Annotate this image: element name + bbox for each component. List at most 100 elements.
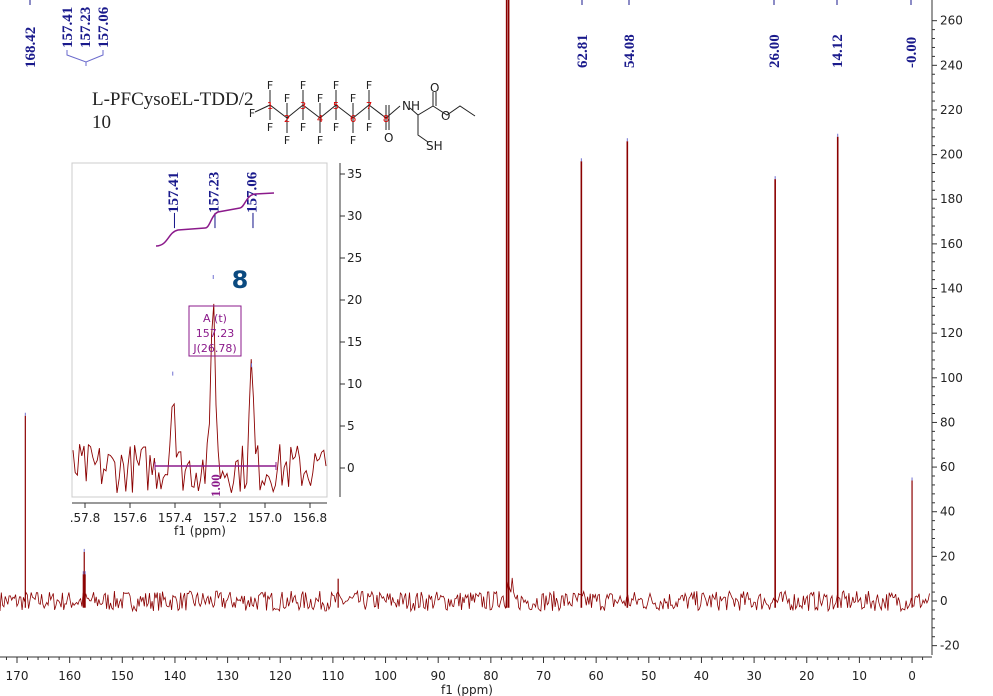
- x-tick-label: 120: [269, 669, 292, 683]
- x-tick-label: 150: [111, 669, 134, 683]
- x-tick-label: 60: [589, 669, 604, 683]
- atom-number: 8: [383, 114, 389, 125]
- molecule-bonds: [254, 92, 476, 143]
- atom-number: 7: [366, 101, 372, 112]
- fluorine-label: F: [300, 121, 306, 134]
- inset-peak-label: —157.06: [245, 171, 261, 229]
- y-tick-label: 100: [940, 371, 963, 385]
- y-tick-label: 160: [940, 237, 963, 251]
- y-tick-label: 200: [940, 148, 963, 162]
- peak-label: 14.12: [830, 34, 846, 68]
- y-tick-label: -20: [940, 639, 960, 653]
- peak-label: 168.42: [23, 27, 39, 68]
- x-tick-label: 40: [694, 669, 709, 683]
- x-tick-label: 100: [374, 669, 397, 683]
- y-tick-label: 140: [940, 282, 963, 296]
- x-tick-label: 30: [746, 669, 761, 683]
- atom-number: 1: [267, 101, 273, 112]
- inset-y-tick-label: 20: [347, 293, 362, 307]
- sample-subtitle: 10: [92, 112, 111, 133]
- x-tick-label: 110: [321, 669, 344, 683]
- axes: -200204060801001201401601802002202402601…: [0, 0, 963, 683]
- fluorine-label: F: [317, 134, 323, 147]
- inset-y-tick-label: 35: [347, 167, 362, 181]
- atom-number: 3: [300, 101, 306, 112]
- ester-o-label: O: [441, 109, 450, 123]
- atom-number: 4: [317, 114, 323, 125]
- x-tick-label: 70: [536, 669, 551, 683]
- sample-title: L-PFCysoEL-TDD/2: [92, 89, 254, 110]
- y-tick-label: 20: [940, 549, 955, 563]
- peak-labels: 168.42 157.41 157.23 157.06 62.81 54.08 26.00 1…: [23, 0, 920, 68]
- inset-x-tick-label: 156.8: [293, 511, 327, 525]
- integral-curve: [155, 192, 275, 247]
- atom-number: 5: [333, 101, 339, 112]
- x-tick-label: 0: [908, 669, 916, 683]
- fluorine-label: F: [317, 92, 323, 105]
- inset-frame: [71, 162, 328, 498]
- fluorine-label: F: [350, 134, 356, 147]
- multiplet-bracket: [66, 50, 104, 66]
- x-tick-label: 10: [852, 669, 867, 683]
- fluorine-label: F: [267, 79, 273, 92]
- inset-peak-label: —157.23: [206, 172, 222, 229]
- x-tick-label: 160: [58, 669, 81, 683]
- multiplet-coupling: J(26.78): [192, 342, 236, 355]
- peak-label: 157.23: [78, 7, 94, 48]
- peak-label: 26.00: [767, 34, 783, 68]
- inset-y-tick-label: 0: [347, 461, 355, 475]
- inset-zoom-plot: 0 5 10 15 20 25 30 35 .57.8 157.6 157.4 157.2 157.0 1…: [70, 162, 362, 538]
- inset-x-tick-label: 157.0: [248, 511, 282, 525]
- y-tick-label: 260: [940, 14, 963, 28]
- y-tick-label: 240: [940, 58, 963, 72]
- peak-label: 62.81: [575, 34, 591, 68]
- atom-number: 2: [284, 114, 290, 125]
- x-axis-label: f1 (ppm): [441, 683, 493, 696]
- y-tick-label: 80: [940, 415, 955, 429]
- peak-label: -0.00: [904, 37, 920, 68]
- inset-x-tick-label: .57.8: [70, 511, 101, 525]
- fluorine-label: F: [366, 121, 372, 134]
- atom-number: 6: [350, 114, 356, 125]
- ester-o-label: O: [430, 81, 439, 95]
- x-tick-label: 20: [799, 669, 814, 683]
- x-tick-label: 90: [431, 669, 446, 683]
- fluorine-label: F: [267, 121, 273, 134]
- x-tick-label: 130: [216, 669, 239, 683]
- inset-y-tick-label: 5: [347, 419, 355, 433]
- nh-label: NH: [402, 99, 420, 113]
- inset-y-tick-label: 25: [347, 251, 362, 265]
- inset-y-tick-label: 15: [347, 335, 362, 349]
- y-tick-label: 60: [940, 460, 955, 474]
- multiplet-box: [188, 305, 242, 357]
- carbon-number-label: 8: [232, 266, 249, 294]
- multiplet-shift: 157.23: [196, 327, 235, 340]
- spectrum-trace: [0, 0, 930, 613]
- thiol-label: SH: [426, 139, 443, 153]
- y-tick-label: 40: [940, 505, 955, 519]
- peak-label: 157.41: [60, 7, 76, 48]
- fluorine-label: F: [333, 79, 339, 92]
- carbonyl-o-label: O: [384, 131, 393, 145]
- inset-spectrum-trace: [72, 303, 327, 494]
- inset-peak-label: —157.41: [166, 172, 182, 229]
- fluorine-label: F: [249, 107, 255, 120]
- baseline-noise: [0, 577, 930, 613]
- inset-y-tick-label: 30: [347, 209, 362, 223]
- fluorine-label: F: [333, 121, 339, 134]
- inset-x-axis-label: f1 (ppm): [174, 524, 226, 538]
- x-tick-label: 170: [6, 669, 29, 683]
- x-tick-label: 140: [163, 669, 186, 683]
- fluorine-label: F: [366, 79, 372, 92]
- fluorine-label: F: [350, 92, 356, 105]
- x-tick-label: 50: [641, 669, 656, 683]
- x-tick-label: 80: [483, 669, 498, 683]
- peak-label: 54.08: [622, 34, 638, 68]
- integral-value: 1.00: [208, 474, 223, 497]
- peak-label: 157.06: [96, 6, 112, 48]
- fluorine-label: F: [284, 92, 290, 105]
- inset-x-tick-label: 157.4: [158, 511, 192, 525]
